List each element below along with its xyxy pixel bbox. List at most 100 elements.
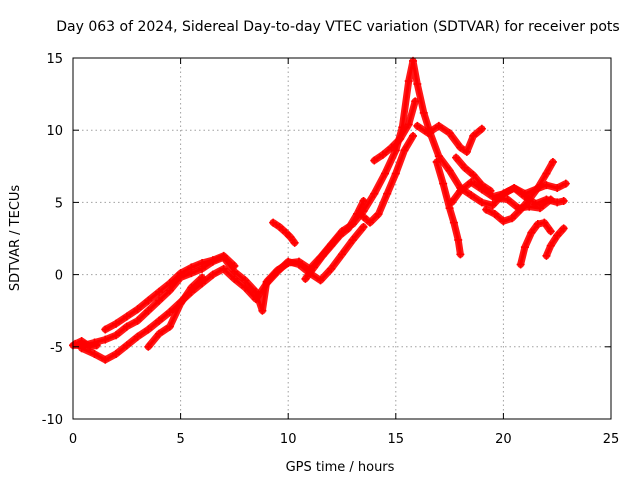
- data-point: [396, 134, 405, 143]
- data-point: [445, 204, 454, 213]
- data-point: [553, 183, 562, 192]
- data-point: [165, 322, 174, 331]
- data-point: [387, 143, 396, 152]
- data-point: [469, 170, 478, 179]
- data-point: [432, 157, 441, 166]
- data-point: [353, 209, 362, 218]
- data-point: [165, 286, 174, 295]
- data-point: [434, 121, 443, 130]
- x-tick-label: 15: [388, 432, 405, 447]
- data-point: [101, 325, 110, 334]
- data-point: [101, 335, 110, 344]
- x-tick-label: 0: [69, 432, 77, 447]
- data-point: [370, 189, 379, 198]
- x-tick-label: 10: [280, 432, 297, 447]
- data-point: [514, 204, 523, 213]
- data-point: [165, 279, 174, 288]
- data-point: [262, 279, 271, 288]
- data-point: [462, 147, 471, 156]
- data-point: [198, 259, 207, 268]
- y-tick-label: 15: [46, 52, 63, 67]
- data-point: [294, 260, 303, 269]
- data-point: [503, 195, 512, 204]
- data-point: [553, 198, 562, 207]
- data-point: [561, 179, 570, 188]
- data-point: [318, 251, 327, 260]
- data-point: [492, 194, 501, 203]
- data-point: [400, 146, 409, 155]
- data-point: [490, 209, 499, 218]
- data-point: [559, 224, 568, 233]
- data-point: [273, 267, 282, 276]
- data-point: [477, 185, 486, 194]
- x-axis-label: GPS time / hours: [286, 460, 395, 475]
- data-point: [553, 231, 562, 240]
- data-point: [316, 276, 325, 285]
- series-line: [544, 226, 566, 258]
- data-point: [542, 181, 551, 190]
- data-point: [241, 283, 250, 292]
- data-point: [208, 256, 217, 265]
- data-point: [434, 152, 443, 161]
- data-point: [219, 251, 228, 260]
- series-line: [303, 199, 365, 281]
- data-point: [516, 260, 525, 269]
- data-point: [155, 296, 164, 305]
- data-point: [365, 218, 374, 227]
- data-point: [286, 233, 295, 242]
- data-point: [378, 150, 387, 159]
- data-point: [133, 305, 142, 314]
- data-point: [165, 308, 174, 317]
- y-tick-label: -10: [42, 413, 63, 428]
- data-point: [144, 306, 153, 315]
- data-point: [520, 189, 529, 198]
- data-point: [477, 198, 486, 207]
- data-point: [413, 121, 422, 130]
- data-point: [454, 235, 463, 244]
- data-point: [275, 222, 284, 231]
- data-point: [258, 306, 267, 315]
- data-point: [419, 108, 428, 117]
- series-line: [80, 225, 365, 362]
- data-point: [460, 163, 469, 172]
- data-point: [424, 129, 433, 138]
- data-point: [327, 264, 336, 273]
- data-point: [122, 312, 131, 321]
- plot-frame: [72, 57, 612, 420]
- x-tick-label: 5: [176, 432, 184, 447]
- data-point: [535, 204, 544, 213]
- data-point: [344, 224, 353, 233]
- series-group: [69, 56, 570, 364]
- chart-title: Day 063 of 2024, Sidereal Day-to-day VTE…: [56, 19, 619, 35]
- data-point: [445, 166, 454, 175]
- data-point: [527, 228, 536, 237]
- data-point: [533, 183, 542, 192]
- data-point: [546, 227, 555, 236]
- data-point: [90, 350, 99, 359]
- y-tick-label: -5: [50, 341, 63, 356]
- data-point: [370, 156, 379, 165]
- data-point: [456, 250, 465, 259]
- data-point: [77, 337, 86, 346]
- data-point: [335, 231, 344, 240]
- data-point: [413, 79, 422, 88]
- data-point: [86, 342, 95, 351]
- data-point: [359, 196, 368, 205]
- data-point: [284, 257, 293, 266]
- data-point: [176, 299, 185, 308]
- data-point: [439, 179, 448, 188]
- data-point: [404, 120, 413, 129]
- data-point: [301, 274, 310, 283]
- data-point: [525, 202, 534, 211]
- data-point: [467, 178, 476, 187]
- data-point: [508, 214, 517, 223]
- data-point: [77, 344, 86, 353]
- data-point: [251, 295, 260, 304]
- data-point: [155, 287, 164, 296]
- data-point: [92, 341, 101, 350]
- data-point: [112, 319, 121, 328]
- data-point: [133, 332, 142, 341]
- data-point: [391, 169, 400, 178]
- y-tick-label: 5: [55, 196, 63, 211]
